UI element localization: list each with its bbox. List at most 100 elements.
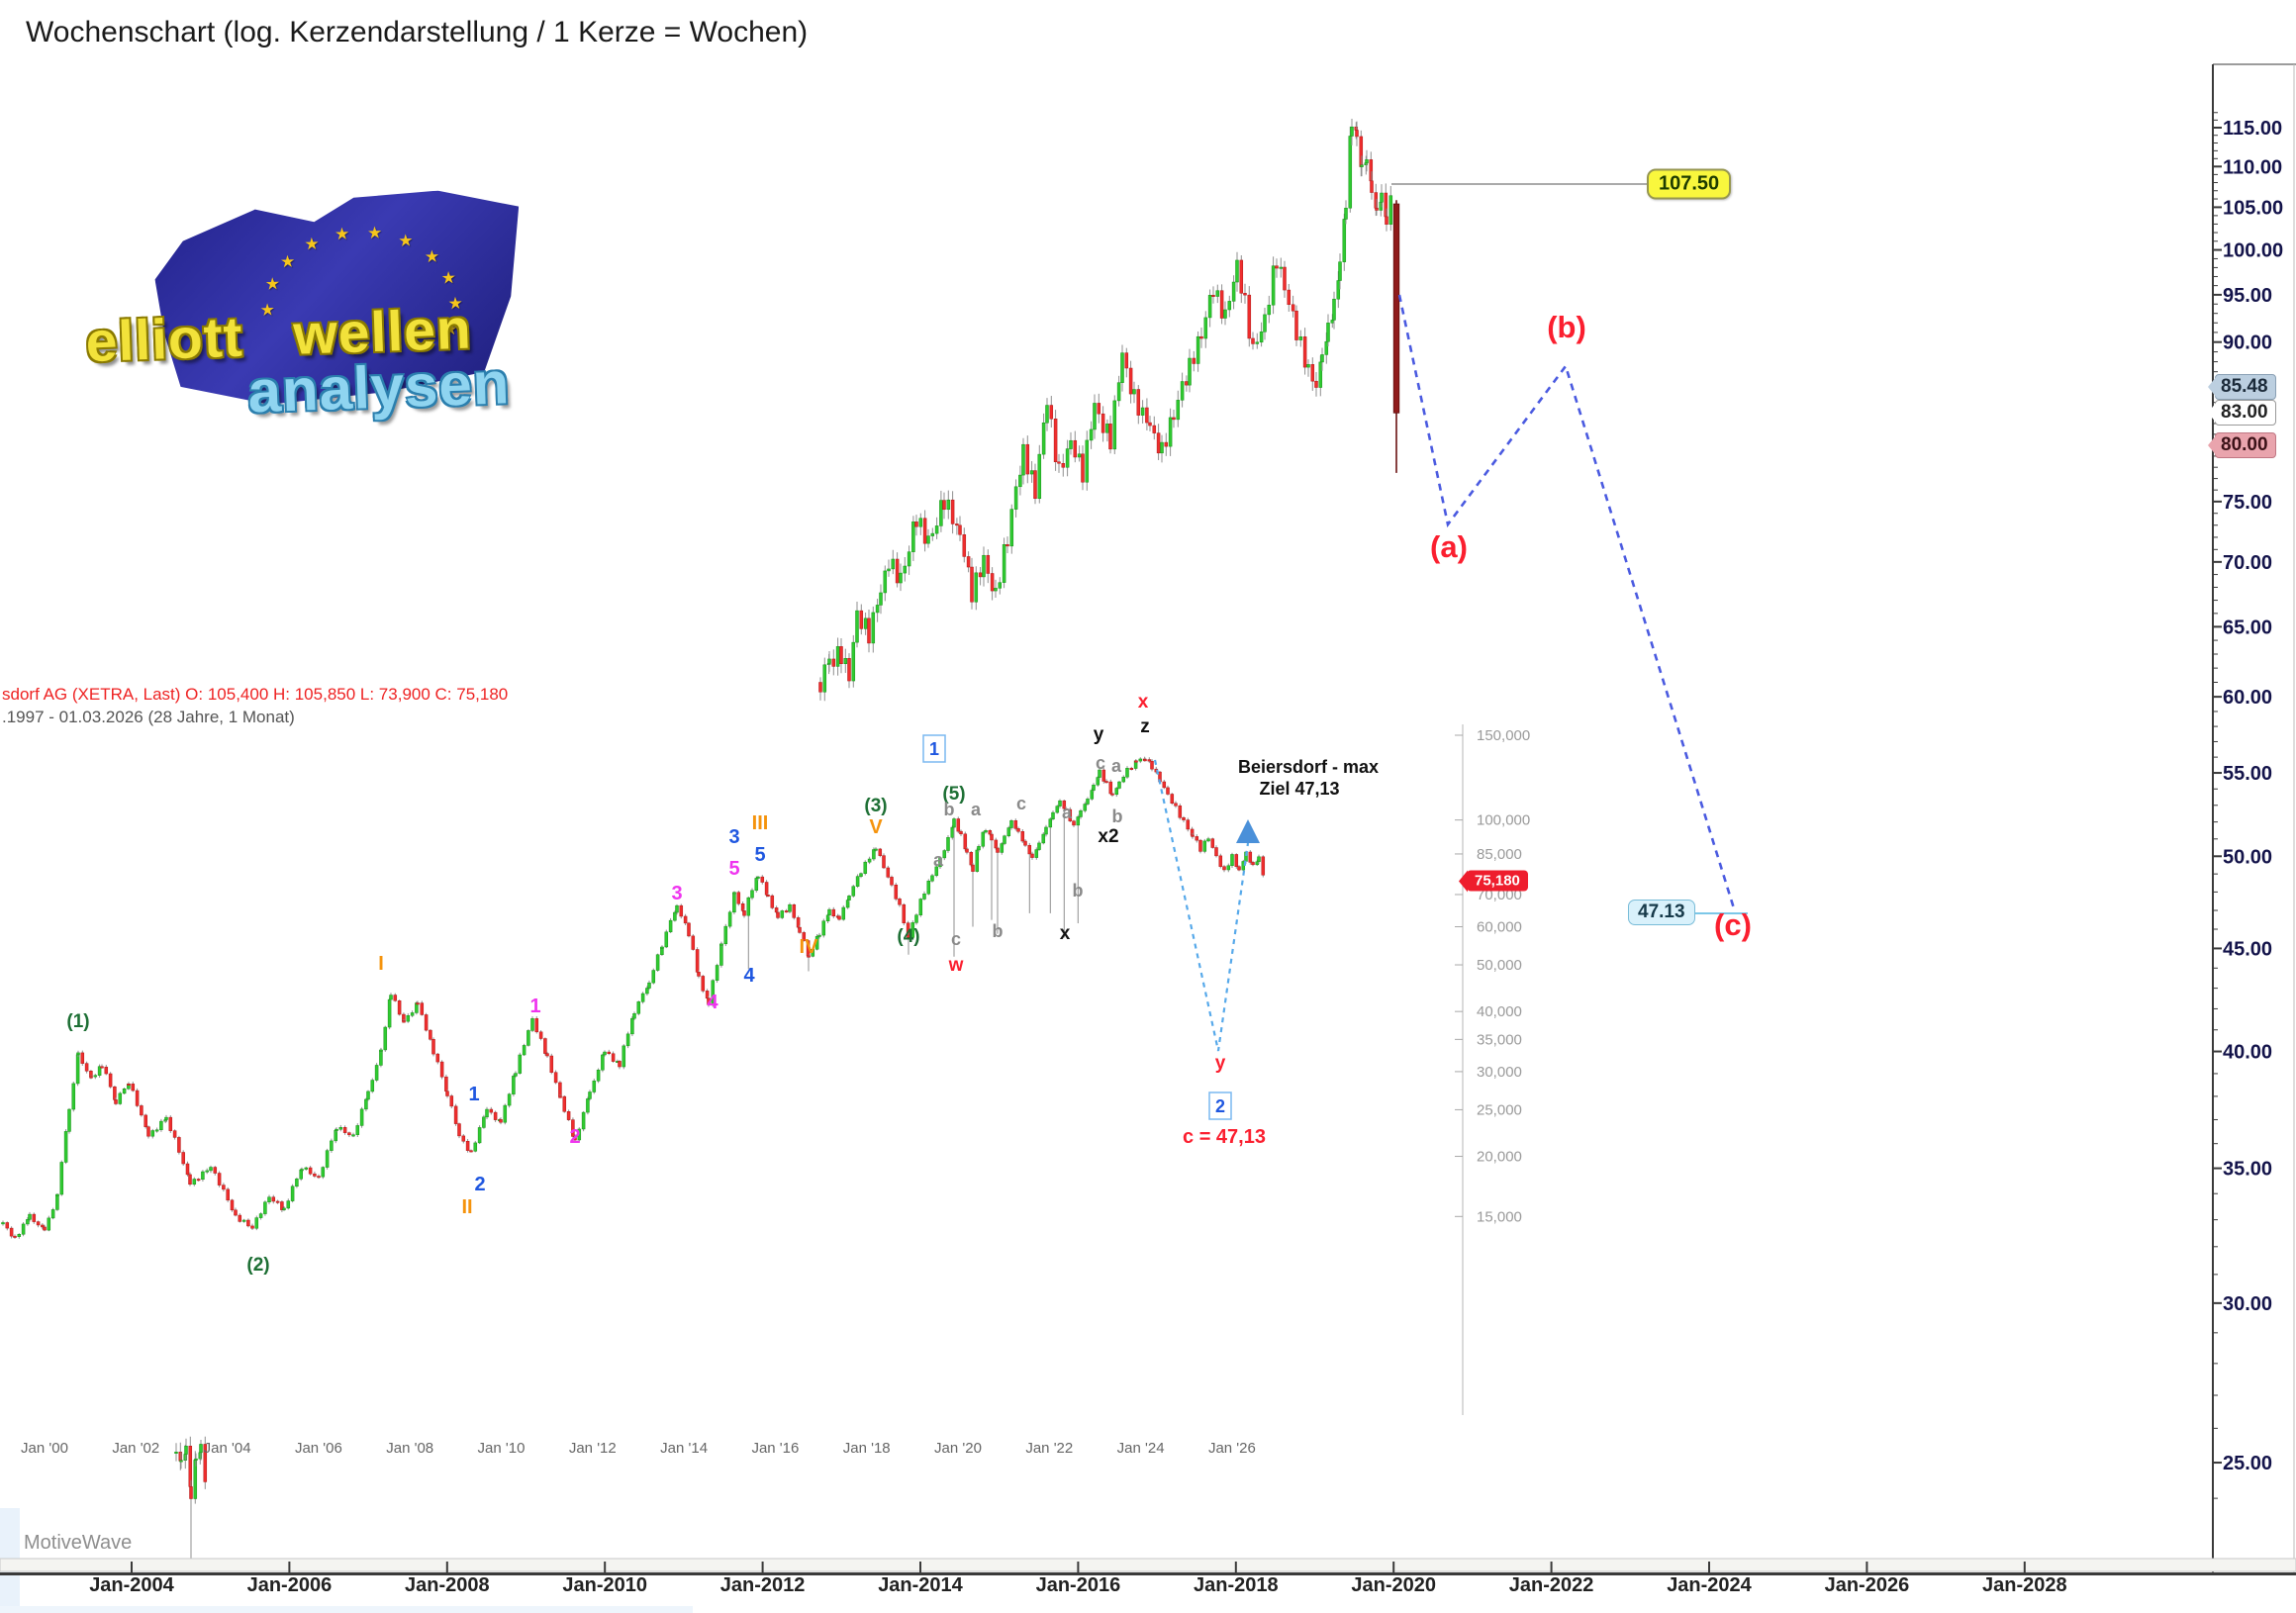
wave-label-(b)[interactable]: (b) <box>1547 310 1586 344</box>
price-axis-label: 60.00 <box>2223 687 2272 709</box>
wave-label-V[interactable]: V <box>869 816 883 838</box>
elliott-wellen-analysen-logo: ★ ★ ★ ★ ★ ★ ★ ★ ★ ★ ★ elliott wellen analysen <box>85 186 566 448</box>
inset-time-axis-label: Jan '22 <box>1025 1440 1073 1457</box>
wave-label-y[interactable]: y <box>1094 724 1104 745</box>
inset-price-axis-label: 35,000 <box>1477 1031 1522 1048</box>
inset-price-axis-label: 50,000 <box>1477 957 1522 974</box>
boxed-wave-label-1[interactable] <box>922 734 946 763</box>
inset-price-axis-label: 85,000 <box>1477 846 1522 863</box>
wave-label-(a)[interactable]: (a) <box>1430 529 1468 564</box>
inset-chart[interactable]: 150,000100,00085,00070,00060,00050,00040… <box>1 692 1531 1457</box>
wave-label-(3)[interactable]: (3) <box>864 796 887 816</box>
inset-time-axis-label: Jan '08 <box>386 1440 433 1457</box>
wave-label-x2[interactable]: x2 <box>1098 826 1118 847</box>
wave-label-y[interactable]: y <box>1215 1053 1226 1074</box>
price-tag-85.48[interactable]: 85.48 <box>2215 374 2276 400</box>
eu-star-icon: ★ <box>424 246 440 267</box>
eu-star-icon: ★ <box>366 223 383 243</box>
price-tag-107.50[interactable]: 107.50 <box>1647 168 1732 200</box>
wave-label-5[interactable]: 5 <box>754 844 765 866</box>
wave-label-III[interactable]: III <box>752 812 769 834</box>
time-axis-label: Jan-2024 <box>1667 1574 1752 1596</box>
wave-label-2[interactable]: 2 <box>474 1174 485 1195</box>
wave-label-(4)[interactable]: (4) <box>897 926 919 947</box>
wave-label-3[interactable]: 3 <box>728 826 739 848</box>
wave-label-a[interactable]: a <box>971 800 982 819</box>
inset-time-axis-label: Jan '04 <box>204 1440 251 1457</box>
inset-time-axis-label: Jan '00 <box>21 1440 68 1457</box>
wave-label-w[interactable]: w <box>948 955 964 976</box>
inset-time-axis-label: Jan '24 <box>1117 1440 1165 1457</box>
boxed-wave-label-2[interactable] <box>1208 1091 1232 1120</box>
wave-label-a[interactable]: a <box>1062 803 1073 822</box>
wave-label-c[interactable]: c <box>1096 753 1105 773</box>
wave-label-x[interactable]: x <box>1060 923 1071 944</box>
inset-price-axis-label: 150,000 <box>1477 727 1530 744</box>
price-tag-75-180[interactable]: 75,180 <box>1467 870 1528 892</box>
inset-price-axis-label: 60,000 <box>1477 919 1522 936</box>
price-axis[interactable]: 115.00110.00105.00100.0095.0090.0085.008… <box>2212 63 2296 1575</box>
price-axis-label: 25.00 <box>2223 1453 2272 1474</box>
eu-star-icon: ★ <box>334 224 350 244</box>
inset-time-axis-label: Jan '20 <box>934 1440 982 1457</box>
time-axis-label: Jan-2008 <box>405 1574 490 1596</box>
abc-projection-drawing[interactable]: (a) (b) (c) <box>1397 294 1752 942</box>
inset-price-axis-label: 40,000 <box>1477 1003 1522 1020</box>
price-tag-80.00[interactable]: 80.00 <box>2215 432 2276 458</box>
eu-star-icon: ★ <box>304 234 320 254</box>
wave-label-b[interactable]: b <box>1112 806 1123 826</box>
price-axis-label: 45.00 <box>2223 938 2272 960</box>
wave-label-(c)[interactable]: (c) <box>1714 907 1752 942</box>
wave-label-c[interactable]: c <box>1016 794 1026 813</box>
wave-label-1[interactable]: 1 <box>529 996 540 1017</box>
wave-label-x[interactable]: x <box>1138 692 1149 712</box>
target-note-line1[interactable]: Beiersdorf - max <box>1238 757 1379 777</box>
price-axis-label: 30.00 <box>2223 1293 2272 1315</box>
target-arrow-icon[interactable] <box>1236 819 1260 843</box>
price-axis-label: 90.00 <box>2223 332 2272 354</box>
inset-time-axis-label: Jan '12 <box>569 1440 617 1457</box>
time-scrollbar[interactable] <box>0 1558 2296 1572</box>
time-axis-label: Jan-2014 <box>878 1574 963 1596</box>
inset-price-axis-label: 25,000 <box>1477 1101 1522 1118</box>
time-axis-label: Jan-2006 <box>247 1574 333 1596</box>
wave-label-b[interactable]: b <box>1073 881 1084 901</box>
wave-label-2[interactable]: 2 <box>569 1126 580 1148</box>
wave-label-(1)[interactable]: (1) <box>66 1011 89 1032</box>
price-axis-label: 35.00 <box>2223 1159 2272 1181</box>
wave-label-4[interactable]: 4 <box>707 992 718 1013</box>
wave-label-I[interactable]: I <box>378 953 384 975</box>
eu-star-icon: ★ <box>440 268 457 288</box>
time-axis[interactable]: Jan-2004 Jan-2006 Jan-2008 Jan-2010 Jan-2012… <box>0 1558 2296 1596</box>
wave-label-b[interactable]: b <box>944 800 955 819</box>
wave-label-z[interactable]: z <box>1140 716 1150 737</box>
target-note-line2[interactable]: Ziel 47,13 <box>1259 779 1339 799</box>
inset-price-axis-label: 15,000 <box>1477 1208 1522 1225</box>
price-tag-83.00[interactable]: 83.00 <box>2215 400 2276 426</box>
wave-label-II[interactable]: II <box>461 1196 472 1218</box>
inset-time-axis-label: Jan '02 <box>112 1440 159 1457</box>
wave-label-a[interactable]: a <box>1111 756 1122 776</box>
wave-label-b[interactable]: b <box>993 921 1004 941</box>
wave-label-(2)[interactable]: (2) <box>246 1255 269 1276</box>
data-range-readout: .1997 - 01.03.2026 (28 Jahre, 1 Monat) <box>2 708 295 726</box>
price-axis-label: 50.00 <box>2223 846 2272 868</box>
wave-label-IV[interactable]: IV <box>800 936 819 958</box>
price-tag-47.13[interactable]: 47.13 <box>1628 900 1695 925</box>
wave-label-4[interactable]: 4 <box>743 965 755 987</box>
price-axis-label: 55.00 <box>2223 763 2272 785</box>
wave-label-1[interactable]: 1 <box>468 1084 479 1105</box>
wave-label-a[interactable]: a <box>933 850 944 870</box>
wave-label-3[interactable]: 3 <box>671 883 682 904</box>
wave-label-5[interactable]: 5 <box>728 858 739 880</box>
svg-text:2: 2 <box>1215 1096 1225 1116</box>
inset-time-axis-label: Jan '16 <box>751 1440 799 1457</box>
wave-label-c[interactable]: c <box>951 929 961 949</box>
instrument-ohlc-readout: sdorf AG (XETRA, Last) O: 105,400 H: 105… <box>2 685 509 704</box>
wave-label-(5)[interactable]: (5) <box>942 784 965 805</box>
time-axis-label: Jan-2020 <box>1351 1574 1436 1596</box>
eu-star-icon: ★ <box>279 251 296 272</box>
wave-label-c = 47,13[interactable]: c = 47,13 <box>1183 1126 1266 1148</box>
main-chart-plot[interactable] <box>174 119 1749 1560</box>
